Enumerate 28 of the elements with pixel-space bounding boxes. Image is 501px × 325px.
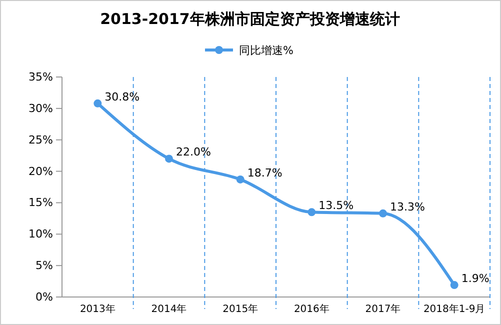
point [450, 281, 458, 290]
x-tick-label: 2014年 [151, 303, 187, 315]
data-label: 22.0% [176, 146, 211, 159]
chart-title: 2013-2017年株洲市固定资产投资增速统计 [100, 10, 400, 28]
point [94, 99, 102, 108]
point [379, 209, 387, 218]
x-tick-label: 2017年 [365, 303, 401, 315]
y-tick-label: 30% [28, 102, 53, 115]
x-tick-label: 2013年 [80, 303, 116, 315]
point [165, 154, 173, 163]
data-label: 30.8% [104, 90, 140, 104]
data-label: 1.9% [461, 272, 490, 286]
y-tick-label: 15% [28, 196, 53, 210]
point [308, 208, 316, 216]
legend-label: 同比增速% [239, 44, 294, 57]
y-tick-label: 25% [28, 133, 53, 146]
y-tick-label: 5% [36, 259, 53, 272]
x-tick-label: 2015年 [222, 303, 258, 315]
data-label: 13.5% [318, 199, 354, 212]
x-tick-label: 2016年 [294, 303, 330, 315]
data-label: 18.7% [247, 166, 282, 180]
y-tick-label: 10% [28, 228, 53, 241]
point [236, 175, 244, 184]
data-label: 13.3% [390, 200, 425, 214]
x-tick-label: 2018年1-9月 [423, 303, 486, 315]
y-tick-label: 0% [36, 290, 53, 304]
y-tick-label: 35% [28, 70, 53, 84]
y-tick-label: 20% [28, 164, 53, 178]
